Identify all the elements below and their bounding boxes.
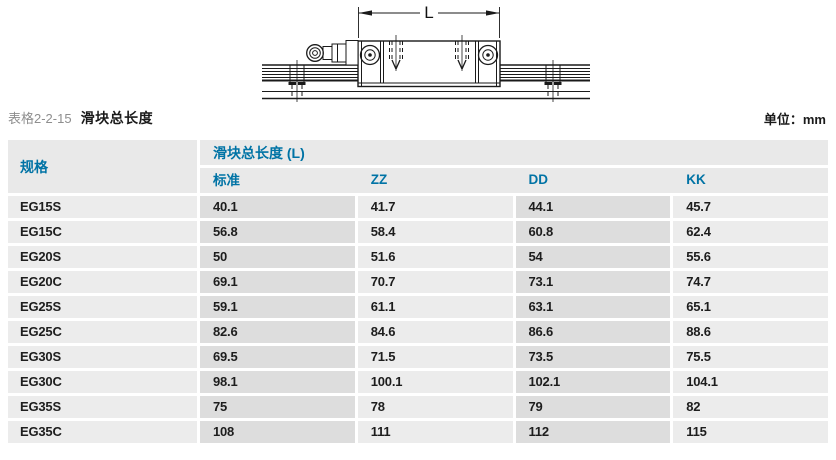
value-cell: 60.8 (515, 221, 671, 243)
spec-cell: EG20S (8, 246, 197, 268)
spec-cell: EG35S (8, 396, 197, 418)
end-cap-hole-left (359, 44, 381, 66)
table-number: 表格2-2-15 (8, 111, 72, 126)
value-cell: 61.1 (357, 296, 513, 318)
value-cell: 54 (515, 246, 671, 268)
spec-cell: EG30S (8, 346, 197, 368)
column-header-standard: 标准 (213, 173, 240, 188)
value-cell: 70.7 (357, 271, 513, 293)
value-cell: 69.5 (200, 346, 355, 368)
value-cell: 82.6 (200, 321, 355, 343)
table-title: 滑块总长度 (80, 110, 154, 126)
column-header-kk: KK (686, 171, 706, 187)
value-cell: 71.5 (357, 346, 513, 368)
dimension-L (358, 7, 500, 38)
slider-length-table: 规格 滑块总长度 (L) 标准 ZZ DD KK EG15S 40.1 41.7… (8, 140, 828, 443)
value-cell: 100.1 (357, 371, 513, 393)
value-cell: 41.7 (357, 196, 513, 218)
value-cell: 112 (515, 421, 671, 443)
column-header-zz: ZZ (370, 171, 388, 187)
value-cell: 44.1 (515, 196, 671, 218)
value-cell: 65.1 (673, 296, 828, 318)
value-cell: 56.8 (200, 221, 355, 243)
value-cell: 84.6 (357, 321, 513, 343)
linear-guide-drawing-svg: L (262, 3, 590, 102)
value-cell: 108 (200, 421, 355, 443)
value-cell: 111 (357, 421, 513, 443)
spec-cell: EG15S (8, 196, 197, 218)
value-cell: 73.5 (515, 346, 671, 368)
value-cell: 69.1 (200, 271, 355, 293)
column-header-spec: 规格 (8, 140, 197, 193)
linear-guide-drawing: L (0, 0, 836, 108)
value-cell: 62.4 (673, 221, 828, 243)
value-cell: 73.1 (515, 271, 671, 293)
grease-nipple (306, 40, 359, 66)
value-cell: 115 (673, 421, 828, 443)
value-cell: 58.4 (357, 221, 513, 243)
value-cell: 40.1 (200, 196, 355, 218)
spec-cell: EG15C (8, 221, 197, 243)
spec-cell: EG25S (8, 296, 197, 318)
spec-cell: EG20C (8, 271, 197, 293)
slider-block (357, 35, 501, 88)
value-cell: 75.5 (673, 346, 828, 368)
value-cell: 78 (357, 396, 513, 418)
spec-cell: EG25C (8, 321, 197, 343)
value-cell: 82 (673, 396, 828, 418)
value-cell: 102.1 (515, 371, 671, 393)
rail-bolt-hole-left (288, 60, 306, 102)
sub-header-row: 标准 ZZ DD KK (200, 168, 828, 190)
group-header-label: 滑块总长度 (L) (200, 140, 828, 168)
column-header-dd: DD (528, 171, 549, 187)
column-header-group: 滑块总长度 (L) 标准 ZZ DD KK (200, 140, 828, 193)
value-cell: 104.1 (673, 371, 828, 393)
dimension-label-L: L (424, 3, 433, 22)
rail-bolt-hole-right (544, 60, 562, 102)
unit-label: 单位：mm (763, 112, 826, 127)
value-cell: 79 (515, 396, 671, 418)
value-cell: 75 (200, 396, 355, 418)
mounting-hole-2 (455, 35, 469, 71)
mounting-hole-1 (389, 35, 403, 71)
end-cap-hole-right (477, 44, 499, 66)
value-cell: 51.6 (357, 246, 513, 268)
value-cell: 45.7 (673, 196, 828, 218)
value-cell: 74.7 (673, 271, 828, 293)
value-cell: 55.6 (673, 246, 828, 268)
value-cell: 50 (200, 246, 355, 268)
spec-cell: EG35C (8, 421, 197, 443)
caption-row: 表格2-2-15 滑块总长度 单位：mm (0, 108, 836, 134)
value-cell: 98.1 (200, 371, 355, 393)
value-cell: 63.1 (515, 296, 671, 318)
table-caption: 表格2-2-15 滑块总长度 (8, 108, 153, 128)
value-cell: 88.6 (673, 321, 828, 343)
spec-cell: EG30C (8, 371, 197, 393)
value-cell: 59.1 (200, 296, 355, 318)
value-cell: 86.6 (515, 321, 671, 343)
